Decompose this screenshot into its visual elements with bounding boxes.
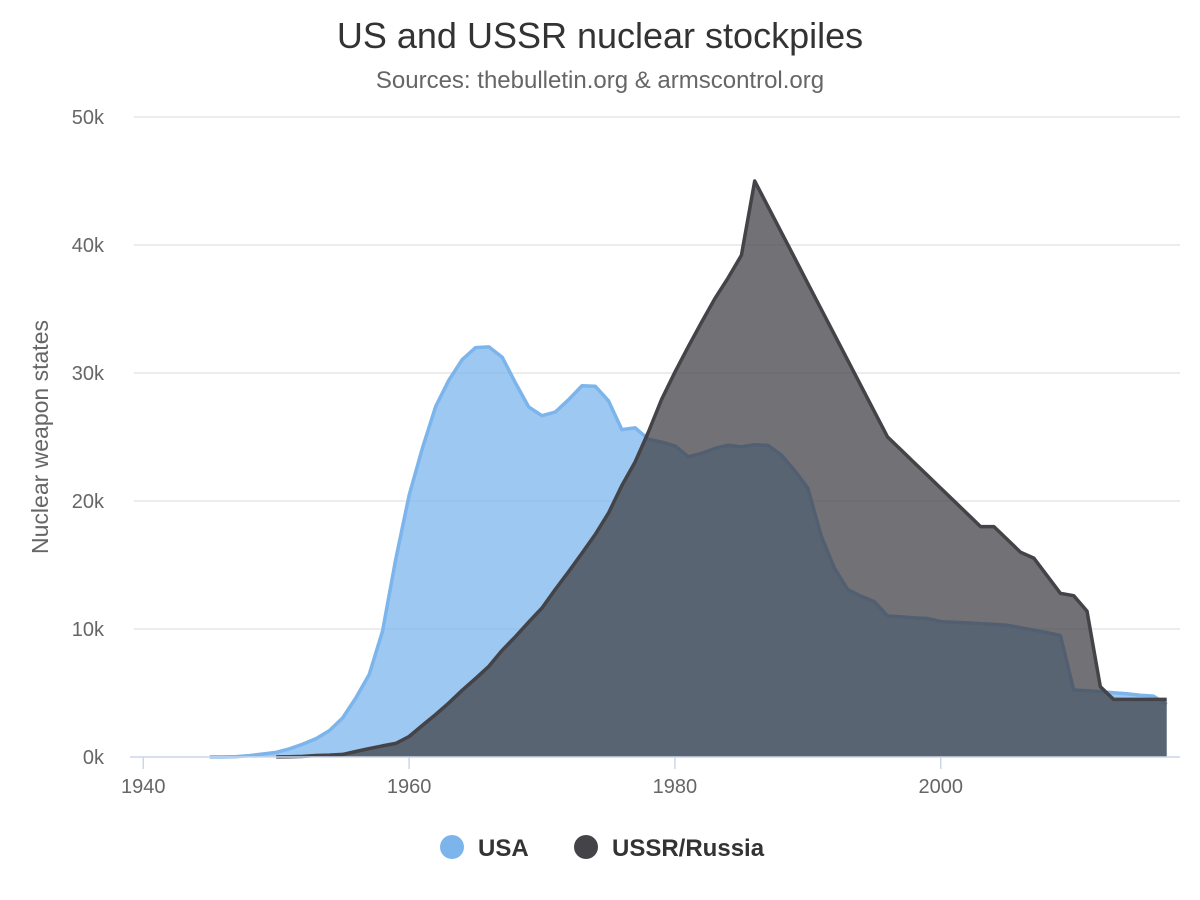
chart-title: US and USSR nuclear stockpiles bbox=[337, 15, 863, 56]
y-tick-label: 40k bbox=[72, 235, 105, 257]
y-tick-label: 20k bbox=[72, 491, 105, 513]
series-area-ussr-russia bbox=[276, 181, 1167, 757]
y-axis-label: Nuclear weapon states bbox=[27, 320, 53, 554]
legend: USA USSR/Russia bbox=[440, 835, 765, 862]
y-tick-label: 50k bbox=[72, 107, 105, 129]
y-tick-label: 30k bbox=[72, 363, 105, 385]
series-line-ussr-russia bbox=[276, 179, 1167, 759]
x-tick-label: 1940 bbox=[121, 776, 166, 798]
plot-area bbox=[209, 179, 1168, 759]
legend-item-usa[interactable]: USA bbox=[440, 835, 529, 862]
x-tick-label: 1980 bbox=[653, 776, 698, 798]
legend-swatch bbox=[440, 835, 464, 859]
legend-item-ussr-russia[interactable]: USSR/Russia bbox=[574, 835, 765, 862]
y-tick-label: 0k bbox=[83, 747, 105, 769]
chart-subtitle: Sources: thebulletin.org & armscontrol.o… bbox=[376, 67, 824, 94]
y-tick-label: 10k bbox=[72, 619, 105, 641]
x-tick-label: 2000 bbox=[919, 776, 964, 798]
legend-swatch bbox=[574, 835, 598, 859]
legend-label: USA bbox=[478, 835, 529, 862]
x-axis: 1940 1960 1980 2000 bbox=[121, 756, 1180, 798]
x-tick-label: 1960 bbox=[387, 776, 432, 798]
legend-label: USSR/Russia bbox=[612, 835, 765, 862]
